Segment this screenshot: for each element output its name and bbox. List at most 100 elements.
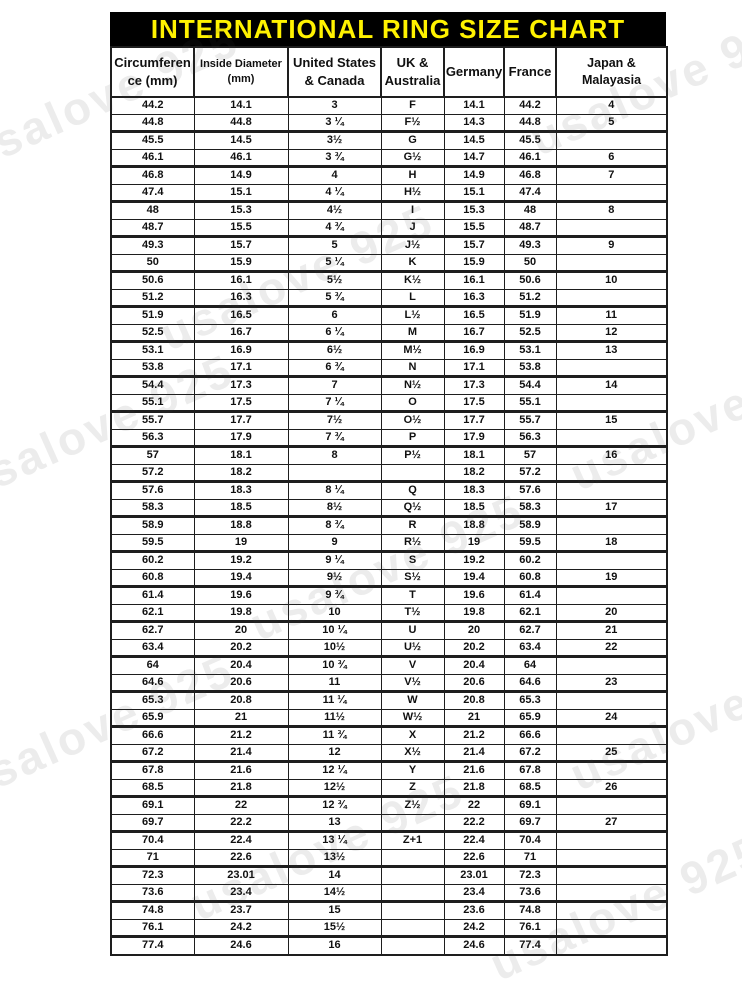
cell-circumference-mm: 65.3 — [110, 691, 195, 710]
cell-japan-malaysia — [555, 691, 668, 710]
table-row: 77.4 24.6 16 24.6 77.4 — [110, 936, 668, 956]
cell-france: 60.8 — [503, 568, 557, 588]
cell-france: 62.7 — [503, 621, 557, 640]
table-row: 57.6 18.3 8 ¼ Q 18.3 57.6 — [110, 481, 668, 500]
cell-japan-malaysia — [555, 358, 668, 378]
cell-inside-diameter-mm: 19 — [193, 533, 289, 553]
cell-circumference-mm: 73.6 — [110, 883, 195, 903]
cell-germany: 15.9 — [443, 253, 505, 273]
cell-germany: 16.1 — [443, 271, 505, 290]
cell-germany: 14.7 — [443, 148, 505, 168]
cell-japan-malaysia: 27 — [555, 813, 668, 833]
cell-germany: 21.6 — [443, 761, 505, 780]
cell-uk-australia: M — [380, 323, 445, 343]
cell-inside-diameter-mm: 22.2 — [193, 813, 289, 833]
cell-germany: 14.5 — [443, 131, 505, 150]
cell-germany: 20.2 — [443, 638, 505, 658]
cell-germany: 15.3 — [443, 201, 505, 220]
cell-germany: 16.7 — [443, 323, 505, 343]
table-row: 60.2 19.2 9 ¼ S 19.2 60.2 — [110, 551, 668, 570]
cell-inside-diameter-mm: 15.9 — [193, 253, 289, 273]
cell-circumference-mm: 76.1 — [110, 918, 195, 938]
cell-circumference-mm: 64.6 — [110, 673, 195, 693]
cell-us-canada: 11½ — [287, 708, 382, 728]
table-row: 51.9 16.5 6 L½ 16.5 51.9 11 — [110, 306, 668, 325]
cell-circumference-mm: 50 — [110, 253, 195, 273]
cell-germany: 15.1 — [443, 183, 505, 203]
cell-us-canada: 3 ¾ — [287, 148, 382, 168]
cell-japan-malaysia — [555, 481, 668, 500]
cell-france: 55.7 — [503, 411, 557, 430]
cell-uk-australia: R — [380, 516, 445, 535]
cell-inside-diameter-mm: 16.1 — [193, 271, 289, 290]
cell-japan-malaysia: 14 — [555, 376, 668, 395]
cell-japan-malaysia — [555, 848, 668, 868]
cell-france: 66.6 — [503, 726, 557, 745]
cell-us-canada: 10 — [287, 603, 382, 623]
cell-inside-diameter-mm: 14.9 — [193, 166, 289, 185]
page-title: INTERNATIONAL RING SIZE CHART — [110, 12, 666, 46]
cell-us-canada: 16 — [287, 936, 382, 956]
ring-size-chart: INTERNATIONAL RING SIZE CHART Circumfere… — [110, 12, 668, 956]
cell-inside-diameter-mm: 19.6 — [193, 586, 289, 605]
cell-france: 45.5 — [503, 131, 557, 150]
cell-inside-diameter-mm: 21.8 — [193, 778, 289, 798]
cell-japan-malaysia: 11 — [555, 306, 668, 325]
cell-us-canada: 7 ¾ — [287, 428, 382, 448]
cell-germany: 14.3 — [443, 113, 505, 133]
cell-japan-malaysia: 20 — [555, 603, 668, 623]
table-row: 50.6 16.1 5½ K½ 16.1 50.6 10 — [110, 271, 668, 290]
table-row: 68.5 21.8 12½ Z 21.8 68.5 26 — [110, 778, 668, 798]
cell-circumference-mm: 77.4 — [110, 936, 195, 956]
cell-inside-diameter-mm: 22.6 — [193, 848, 289, 868]
table-row: 65.3 20.8 11 ¼ W 20.8 65.3 — [110, 691, 668, 710]
cell-uk-australia: G½ — [380, 148, 445, 168]
cell-us-canada: 6½ — [287, 341, 382, 360]
cell-japan-malaysia — [555, 131, 668, 150]
table-row: 58.9 18.8 8 ¾ R 18.8 58.9 — [110, 516, 668, 535]
cell-circumference-mm: 63.4 — [110, 638, 195, 658]
cell-uk-australia: J½ — [380, 236, 445, 255]
cell-inside-diameter-mm: 18.8 — [193, 516, 289, 535]
cell-uk-australia — [380, 463, 445, 483]
cell-japan-malaysia: 25 — [555, 743, 668, 763]
cell-france: 53.8 — [503, 358, 557, 378]
cell-us-canada: 5½ — [287, 271, 382, 290]
table-row: 70.4 22.4 13 ¼ Z+1 22.4 70.4 — [110, 831, 668, 850]
cell-circumference-mm: 68.5 — [110, 778, 195, 798]
cell-us-canada: 13 — [287, 813, 382, 833]
cell-japan-malaysia: 5 — [555, 113, 668, 133]
cell-germany: 14.1 — [443, 96, 505, 115]
cell-circumference-mm: 71 — [110, 848, 195, 868]
cell-inside-diameter-mm: 23.7 — [193, 901, 289, 920]
cell-france: 69.7 — [503, 813, 557, 833]
cell-circumference-mm: 74.8 — [110, 901, 195, 920]
column-header-inside-diameter-mm: Inside Diameter (mm) — [193, 46, 289, 98]
cell-circumference-mm: 53.8 — [110, 358, 195, 378]
cell-uk-australia — [380, 813, 445, 833]
cell-germany: 19.4 — [443, 568, 505, 588]
cell-france: 63.4 — [503, 638, 557, 658]
cell-france: 50.6 — [503, 271, 557, 290]
cell-inside-diameter-mm: 20.4 — [193, 656, 289, 675]
cell-uk-australia: H½ — [380, 183, 445, 203]
cell-inside-diameter-mm: 17.9 — [193, 428, 289, 448]
cell-germany: 23.6 — [443, 901, 505, 920]
cell-inside-diameter-mm: 15.3 — [193, 201, 289, 220]
cell-inside-diameter-mm: 21.6 — [193, 761, 289, 780]
cell-france: 64.6 — [503, 673, 557, 693]
cell-japan-malaysia — [555, 866, 668, 885]
table-row: 73.6 23.4 14½ 23.4 73.6 — [110, 883, 668, 903]
table-row: 63.4 20.2 10½ U½ 20.2 63.4 22 — [110, 638, 668, 658]
cell-france: 70.4 — [503, 831, 557, 850]
cell-uk-australia — [380, 848, 445, 868]
cell-france: 74.8 — [503, 901, 557, 920]
cell-us-canada: 10 ¾ — [287, 656, 382, 675]
cell-germany: 16.3 — [443, 288, 505, 308]
cell-circumference-mm: 45.5 — [110, 131, 195, 150]
cell-circumference-mm: 66.6 — [110, 726, 195, 745]
cell-germany: 17.7 — [443, 411, 505, 430]
cell-uk-australia: T — [380, 586, 445, 605]
cell-germany: 20.6 — [443, 673, 505, 693]
cell-germany: 22.2 — [443, 813, 505, 833]
